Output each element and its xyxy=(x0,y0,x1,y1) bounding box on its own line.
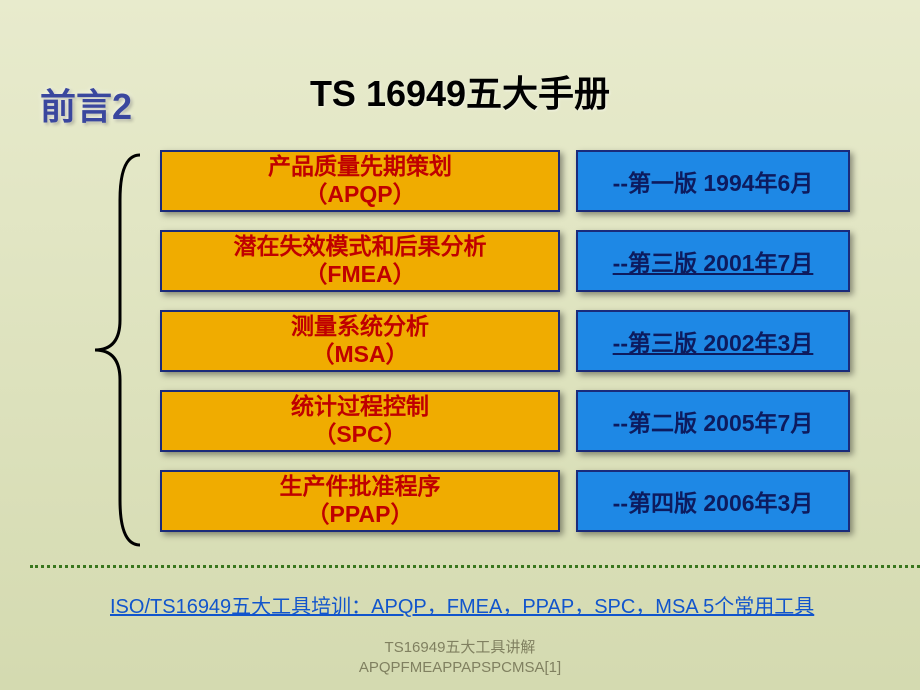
manual-name-box: 产品质量先期策划 （APQP） xyxy=(160,150,560,212)
manual-name-line1: 统计过程控制 xyxy=(291,393,429,421)
manual-name-line2: （PPAP） xyxy=(307,501,414,529)
version-box: --第一版 1994年6月 xyxy=(576,150,850,212)
manual-name-line2: （FMEA） xyxy=(304,261,415,289)
dotted-divider xyxy=(30,565,920,571)
item-row: 潜在失效模式和后果分析 （FMEA） --第三版 2001年7月 xyxy=(160,230,850,292)
item-rows: 产品质量先期策划 （APQP） --第一版 1994年6月 潜在失效模式和后果分… xyxy=(160,150,850,532)
item-row: 测量系统分析 （MSA） --第三版 2002年3月 xyxy=(160,310,850,372)
version-box: --第二版 2005年7月 xyxy=(576,390,850,452)
manual-name-line2: （SPC） xyxy=(313,421,406,449)
manual-name-line1: 生产件批准程序 xyxy=(280,473,441,501)
version-box: --第三版 2002年3月 xyxy=(576,310,850,372)
manual-name-line1: 测量系统分析 xyxy=(291,313,429,341)
manual-name-line2: （APQP） xyxy=(304,181,415,209)
manual-name-box: 生产件批准程序 （PPAP） xyxy=(160,470,560,532)
item-row: 产品质量先期策划 （APQP） --第一版 1994年6月 xyxy=(160,150,850,212)
manual-name-line1: 产品质量先期策划 xyxy=(268,153,452,181)
manual-name-line1: 潜在失效模式和后果分析 xyxy=(234,233,487,261)
footer-note-line2: APQPFMEAPPAPSPCMSA[1] xyxy=(359,658,561,678)
item-row: 生产件批准程序 （PPAP） --第四版 2006年3月 xyxy=(160,470,850,532)
footer-link[interactable]: ISO/TS16949五大工具培训：APQP，FMEA，PPAP，SPC，MSA… xyxy=(110,590,814,619)
manual-name-box: 测量系统分析 （MSA） xyxy=(160,310,560,372)
manual-name-box: 统计过程控制 （SPC） xyxy=(160,390,560,452)
left-brace xyxy=(90,150,145,550)
item-row: 统计过程控制 （SPC） --第二版 2005年7月 xyxy=(160,390,850,452)
version-box: --第四版 2006年3月 xyxy=(576,470,850,532)
manual-name-line2: （MSA） xyxy=(311,341,408,369)
footer-note: TS16949五大工具讲解 APQPFMEAPPAPSPCMSA[1] xyxy=(359,638,561,677)
page-title: TS 16949五大手册 xyxy=(310,65,610,117)
section-label: 前言2 xyxy=(40,78,132,130)
footer-note-line1: TS16949五大工具讲解 xyxy=(359,638,561,658)
version-box: --第三版 2001年7月 xyxy=(576,230,850,292)
manual-name-box: 潜在失效模式和后果分析 （FMEA） xyxy=(160,230,560,292)
